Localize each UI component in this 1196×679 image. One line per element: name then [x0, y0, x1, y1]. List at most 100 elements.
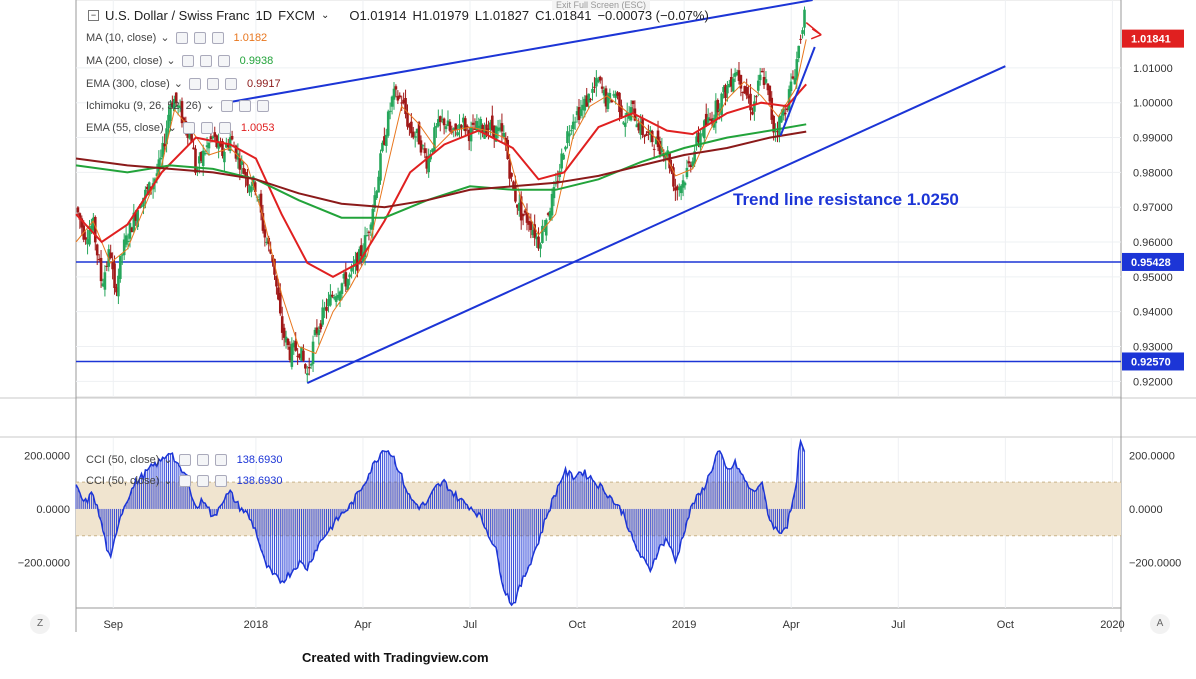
- lower-trendline[interactable]: [306, 65, 1006, 384]
- candle-body: [348, 274, 351, 278]
- candle-body: [440, 118, 444, 120]
- indicator-line[interactable]: [75, 83, 807, 279]
- candle-body: [167, 114, 170, 129]
- eye-icon[interactable]: [220, 99, 233, 112]
- chevron-down-icon[interactable]: ⌄: [173, 78, 183, 90]
- indicator-legend-row[interactable]: EMA (300, close) ⌄ 0.9917: [86, 77, 281, 90]
- eye-icon[interactable]: [178, 474, 191, 487]
- candle-body: [789, 81, 793, 92]
- candle-body: [161, 142, 165, 158]
- eye-icon[interactable]: [182, 121, 195, 134]
- settings-icon[interactable]: [193, 31, 206, 44]
- candle-body: [537, 236, 540, 249]
- candle-body: [735, 72, 739, 76]
- chevron-down-icon[interactable]: ⌄: [163, 475, 173, 487]
- candle-body: [514, 185, 517, 202]
- candle-body: [163, 143, 166, 147]
- settings-icon[interactable]: [199, 54, 212, 67]
- cci-legend-row[interactable]: CCI (50, close) ⌄ 138.6930: [86, 474, 282, 487]
- upper-trendline[interactable]: [225, 0, 813, 104]
- chevron-down-icon[interactable]: ⌄: [167, 122, 177, 134]
- settings-icon[interactable]: [238, 99, 251, 112]
- close-icon[interactable]: [218, 121, 231, 134]
- chevron-down-icon[interactable]: ⌄: [163, 454, 173, 466]
- indicator-label: Ichimoku (9, 26, 52, 26): [86, 99, 202, 112]
- indicator-legend-row[interactable]: Ichimoku (9, 26, 52, 26) ⌄: [86, 99, 279, 112]
- indicator-legend-row[interactable]: EMA (55, close) ⌄ 1.0053: [86, 121, 275, 134]
- candle-body: [427, 155, 430, 173]
- chevron-down-icon[interactable]: ⌄: [166, 55, 176, 67]
- close-value: C1.01841: [535, 8, 592, 23]
- candle-body: [252, 176, 255, 187]
- candle-body: [126, 240, 130, 242]
- close-icon[interactable]: [214, 474, 227, 487]
- candle-body: [685, 167, 689, 178]
- close-icon[interactable]: [217, 54, 230, 67]
- candle-body: [489, 122, 492, 130]
- indicator-line[interactable]: [75, 39, 807, 355]
- candle-body: [84, 237, 87, 240]
- zoom-reset-button[interactable]: Z: [30, 614, 50, 634]
- eye-icon[interactable]: [175, 31, 188, 44]
- candle-body: [751, 111, 754, 115]
- candle-body: [573, 121, 577, 123]
- collapse-icon[interactable]: −: [88, 10, 99, 21]
- candle-body: [217, 141, 220, 149]
- settings-icon[interactable]: [196, 453, 209, 466]
- close-icon[interactable]: [211, 31, 224, 44]
- candle-body: [327, 299, 330, 307]
- candle-body: [90, 225, 93, 232]
- candle-body: [464, 118, 467, 132]
- candle-body: [377, 176, 380, 193]
- candle-body: [219, 142, 222, 147]
- chevron-down-icon[interactable]: ⌄: [160, 32, 170, 44]
- exit-fullscreen-hint[interactable]: Exit Full Screen (ESC): [552, 0, 651, 10]
- auto-scale-button[interactable]: A: [1150, 614, 1170, 634]
- candle-body: [527, 221, 531, 225]
- indicator-line[interactable]: [75, 130, 807, 209]
- candle-body: [144, 189, 147, 199]
- candle-body: [238, 158, 242, 170]
- indicator-legend-row[interactable]: MA (10, close) ⌄ 1.0182: [86, 31, 267, 44]
- eye-icon[interactable]: [181, 54, 194, 67]
- price-level-label: 0.92570: [1131, 356, 1171, 368]
- candle-body: [699, 134, 702, 148]
- settings-icon[interactable]: [200, 121, 213, 134]
- candle-body: [560, 153, 563, 169]
- candle-body: [198, 156, 201, 164]
- candle-body: [691, 161, 695, 166]
- close-icon[interactable]: [256, 99, 269, 112]
- candle-body: [620, 105, 623, 118]
- candle-body: [610, 99, 614, 103]
- candle-body: [762, 76, 766, 86]
- cci-legend-row[interactable]: CCI (50, close) ⌄ 138.6930: [86, 453, 282, 466]
- chevron-down-icon[interactable]: ⌄: [205, 100, 215, 112]
- settings-icon[interactable]: [196, 474, 209, 487]
- eye-icon[interactable]: [188, 77, 201, 90]
- candle-body: [448, 121, 452, 131]
- indicator-line[interactable]: [75, 123, 807, 219]
- interval[interactable]: 1D: [255, 8, 273, 23]
- candle-body: [122, 239, 126, 256]
- candle-body: [271, 254, 274, 262]
- eye-icon[interactable]: [178, 453, 191, 466]
- candle-body: [604, 88, 608, 107]
- short-trendline[interactable]: [779, 46, 816, 137]
- close-icon[interactable]: [224, 77, 237, 90]
- symbol-name[interactable]: U.S. Dollar / Swiss Franc: [105, 8, 250, 23]
- candle-body: [437, 119, 440, 127]
- candle-body: [668, 152, 671, 169]
- close-icon[interactable]: [214, 453, 227, 466]
- indicator-legend-row[interactable]: MA (200, close) ⌄ 0.9938: [86, 54, 273, 67]
- cci-line[interactable]: [75, 438, 806, 607]
- candle-body: [652, 148, 656, 150]
- candle-body: [485, 124, 488, 135]
- candle-body: [282, 327, 286, 338]
- candle-body: [331, 294, 334, 297]
- settings-icon[interactable]: [206, 77, 219, 90]
- chevron-down-icon[interactable]: ⌄: [320, 10, 330, 21]
- candle-body: [733, 72, 737, 77]
- candle-body: [240, 161, 244, 165]
- time-tick-label: 2019: [672, 619, 696, 631]
